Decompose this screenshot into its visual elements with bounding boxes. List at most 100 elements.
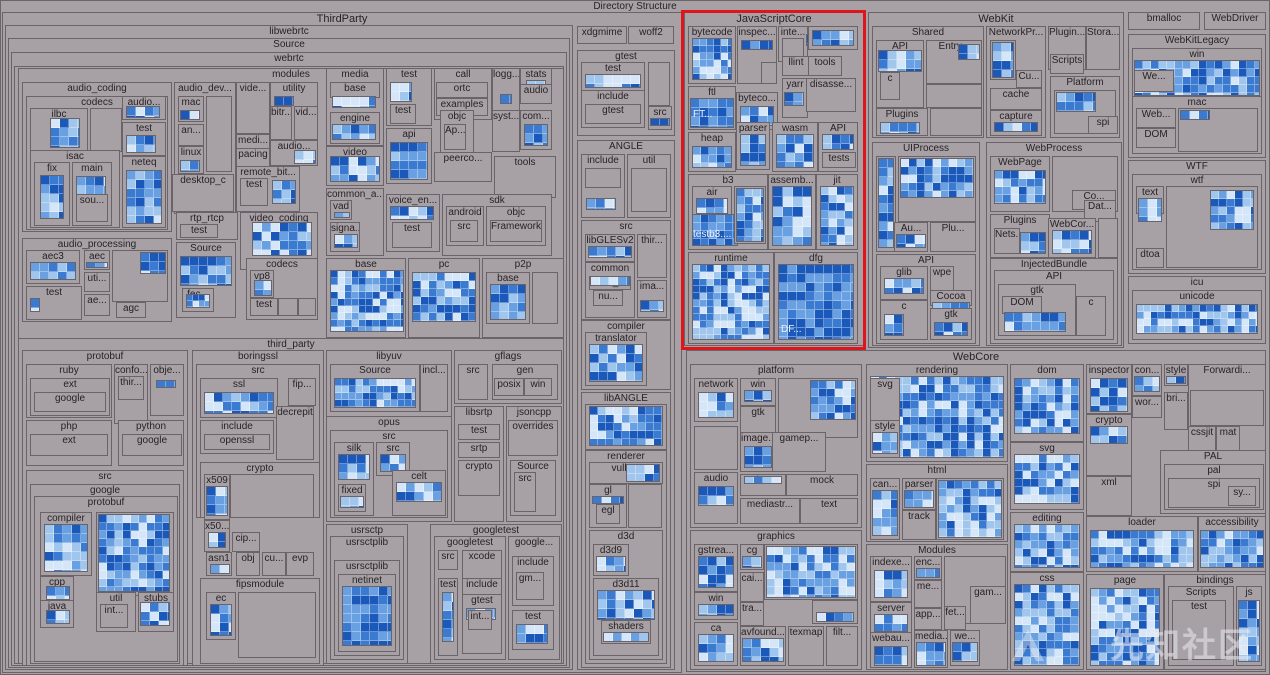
dir-tools[interactable]: tools	[494, 156, 556, 198]
inte-a[interactable]	[782, 38, 804, 58]
dir-ruby-google[interactable]: google	[34, 392, 106, 412]
dir-ortc[interactable]: ortc	[436, 82, 488, 98]
vc-misc-b[interactable]	[298, 298, 316, 316]
dir-scripts[interactable]: Scripts	[1050, 54, 1084, 74]
dir-peerco[interactable]: peerco...	[434, 152, 492, 182]
dir-gt-src[interactable]: src	[438, 550, 458, 570]
dir-cache[interactable]: cache	[990, 88, 1042, 110]
dir-vide[interactable]: vide...	[236, 82, 270, 134]
dir-bitr[interactable]: bitr...	[270, 106, 292, 140]
audio-dev-misc[interactable]	[206, 96, 232, 172]
fwd-a[interactable]	[1190, 390, 1264, 426]
dir-woff2[interactable]: woff2	[628, 26, 674, 44]
dir-app[interactable]: app...	[914, 608, 942, 630]
dir-web[interactable]: Web...	[1136, 108, 1176, 128]
dir-gflags-src[interactable]: src	[458, 364, 488, 400]
dir-overrides[interactable]: overrides	[508, 420, 558, 456]
dir-desktop-capture[interactable]: desktop_c	[172, 174, 234, 212]
dir-track[interactable]: track	[902, 510, 936, 540]
dir-storage[interactable]: Stora...	[1086, 26, 1120, 70]
dir-wk-spi[interactable]: spi	[1088, 116, 1118, 134]
dir-filters[interactable]: filt...	[826, 626, 858, 666]
dir-android-src[interactable]: src	[450, 220, 478, 242]
dir-llint[interactable]: llint	[782, 56, 810, 76]
dir-cip[interactable]: cip...	[232, 532, 260, 552]
dir-shared-c[interactable]: c	[880, 72, 900, 100]
dir-we[interactable]: We...	[1134, 70, 1174, 92]
dir-np-cu[interactable]: Cu...	[1016, 70, 1042, 88]
wp-misc2[interactable]	[1098, 218, 1118, 258]
dir-ap[interactable]: Ap...	[444, 124, 466, 150]
dir-cu[interactable]: cu...	[262, 552, 286, 576]
dir-bmalloc[interactable]: bmalloc	[1128, 12, 1200, 30]
dir-texmap[interactable]: texmap	[788, 626, 824, 666]
dir-framework[interactable]: Framework	[490, 220, 542, 242]
dir-mac-dom[interactable]: DOM	[1136, 128, 1176, 148]
dir-nu[interactable]: nu...	[593, 290, 623, 306]
dir-webdriver[interactable]: WebDriver	[1204, 12, 1266, 30]
dir-audio[interactable]: audio	[520, 84, 552, 104]
dir-vc-test[interactable]: test	[250, 298, 278, 316]
dir-mock[interactable]: mock	[786, 474, 858, 496]
dir-wc-text[interactable]: text	[800, 498, 858, 524]
dir-agc[interactable]: agc	[116, 302, 146, 318]
dir-fip[interactable]: fip...	[288, 378, 316, 406]
dir-tests[interactable]: tests	[822, 152, 856, 168]
dir-xdgmime[interactable]: xdgmime	[577, 26, 627, 44]
dir-pacing[interactable]: pacing	[236, 148, 270, 168]
dir-fet[interactable]: fet...	[944, 606, 966, 630]
dir-vid[interactable]: vid...	[294, 106, 318, 140]
dir-srtp-crypto[interactable]: crypto	[458, 460, 500, 496]
dir-gm[interactable]: gm...	[516, 572, 544, 600]
dir-workers[interactable]: wor...	[1132, 396, 1162, 418]
dir-confo-thir[interactable]: thir...	[118, 376, 144, 400]
dir-ima[interactable]: ima...	[637, 280, 667, 318]
dir-syst[interactable]: syst...	[492, 110, 520, 152]
dir-jsoncpp-src[interactable]: src	[514, 472, 536, 512]
dir-gamepad[interactable]: gamep...	[772, 432, 826, 472]
dir-openssl[interactable]: openssl	[204, 434, 270, 450]
crypto-misc[interactable]	[230, 474, 314, 518]
dir-test-sub[interactable]: test	[390, 104, 416, 124]
dir-xml[interactable]: xml	[1086, 476, 1132, 516]
dir-ve-test[interactable]: test	[392, 222, 432, 248]
dir-ib-c[interactable]: c	[1076, 296, 1106, 336]
vc-misc-a[interactable]	[278, 298, 298, 316]
dir-decrepit[interactable]: decrepit	[276, 406, 314, 460]
gl-misc[interactable]	[628, 484, 662, 528]
dir-obj[interactable]: obj	[236, 552, 260, 576]
dir-mediastream[interactable]: mediastr...	[740, 498, 800, 524]
util-a[interactable]	[631, 168, 667, 212]
dir-wc-gtk[interactable]: gtk	[740, 406, 776, 434]
dir-angle-thir[interactable]: thir...	[637, 234, 667, 278]
dir-gtest-inc-gtest[interactable]: gtest	[585, 104, 641, 124]
dir-xcode[interactable]: xcode	[462, 550, 502, 580]
dir-me[interactable]: me...	[914, 580, 942, 608]
dir-evp[interactable]: evp	[286, 552, 314, 576]
dir-tra[interactable]: tra...	[740, 602, 764, 626]
dir-gam[interactable]: gam...	[970, 586, 1006, 624]
dir-an[interactable]: an...	[178, 124, 204, 146]
dir-posix[interactable]: posix	[494, 378, 524, 396]
dir-rend-svg[interactable]: svg	[870, 378, 900, 422]
dir-ae[interactable]: ae...	[84, 294, 110, 316]
inspec-misc[interactable]	[761, 62, 777, 84]
dir-sy[interactable]: sy...	[1228, 486, 1256, 506]
dir-libyuv-include[interactable]: incl...	[420, 364, 448, 412]
shared-misc[interactable]	[926, 84, 982, 108]
dir-php-ext[interactable]: ext	[30, 434, 108, 456]
dir-srtp[interactable]: srtp	[458, 442, 500, 458]
dir-win[interactable]: win	[524, 378, 552, 396]
gtest-misc[interactable]	[648, 62, 670, 106]
dir-gt-int[interactable]: int...	[468, 610, 492, 630]
dir-rtp-test[interactable]: test	[180, 224, 218, 238]
p2p-misc[interactable]	[532, 272, 558, 324]
shared-misc2[interactable]	[930, 108, 982, 136]
dir-plu[interactable]: Plu...	[930, 222, 976, 252]
dir-disasse[interactable]: disasse...	[806, 78, 856, 112]
fips-misc[interactable]	[238, 592, 316, 658]
dir-sou[interactable]: sou...	[76, 194, 108, 222]
dir-nets[interactable]: Nets...	[994, 228, 1020, 254]
dir-bridge[interactable]: bri...	[1164, 392, 1188, 430]
inc-a[interactable]	[585, 168, 621, 188]
